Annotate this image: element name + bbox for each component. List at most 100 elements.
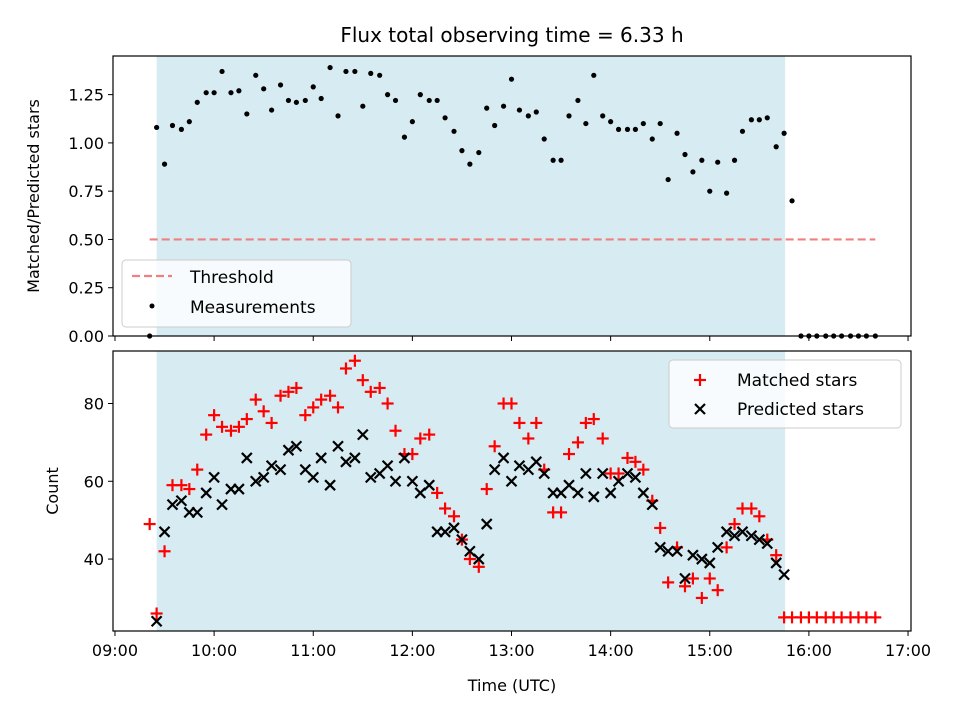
measurement-point xyxy=(665,176,671,183)
measurement-point xyxy=(203,90,209,96)
measurement-point xyxy=(550,157,556,163)
measurement-point xyxy=(401,134,408,140)
predicted-marker-b xyxy=(488,463,501,476)
predicted-marker-b xyxy=(307,471,320,484)
predicted-marker-b xyxy=(216,498,228,511)
predicted-marker-b xyxy=(191,506,204,519)
top-x-ticks xyxy=(114,336,909,341)
measurement-point xyxy=(715,159,721,165)
predicted-star-marker xyxy=(596,467,609,480)
measurement-point xyxy=(591,72,597,78)
measurement-point xyxy=(516,107,523,113)
measurement-point xyxy=(707,188,713,194)
matched-star-marker xyxy=(513,416,526,429)
matched-legend-label: Matched stars xyxy=(737,371,857,391)
matched-star-marker xyxy=(348,354,361,367)
bottom-legend: Matched stars Predicted stars xyxy=(668,359,902,429)
predicted-marker-b xyxy=(241,452,253,464)
matched-star-marker xyxy=(472,560,485,573)
predicted-legend-swatch xyxy=(694,403,706,415)
threshold-legend-label: Threshold xyxy=(189,268,274,288)
x-tick-label: 13:00 xyxy=(488,641,534,660)
predicted-star-marker xyxy=(580,467,592,480)
measurement-point xyxy=(343,68,349,75)
predicted-star-marker xyxy=(233,483,245,495)
predicted-marker-b xyxy=(497,452,510,464)
matched-star-marker xyxy=(463,553,476,566)
predicted-marker-b xyxy=(158,526,171,538)
predicted-star-marker xyxy=(753,533,766,546)
matched-star-marker xyxy=(563,448,575,461)
predicted-marker-b xyxy=(696,553,708,565)
measurement-point xyxy=(211,90,217,96)
measurement-point xyxy=(533,109,539,115)
bottom-y-tick-label: 80 xyxy=(84,395,104,414)
predicted-star-marker xyxy=(654,541,666,554)
matched-star-marker xyxy=(621,451,634,464)
measurement-point xyxy=(161,161,168,167)
predicted-marker-b xyxy=(720,526,733,538)
predicted-star-marker xyxy=(572,487,584,499)
predicted-marker-b xyxy=(480,518,493,530)
predicted-star-marker xyxy=(464,545,476,558)
predicted-star-marker xyxy=(662,545,674,558)
predicted-marker-b xyxy=(357,428,369,441)
matched-star-marker xyxy=(356,374,369,387)
predicted-star-marker xyxy=(728,529,741,542)
predicted-marker-b xyxy=(753,533,766,546)
predicted-star-marker xyxy=(249,475,262,488)
matched-star-marker xyxy=(339,362,352,375)
matched-star-marker xyxy=(753,510,766,523)
top-y-tick-label: 1.25 xyxy=(68,86,104,105)
bottom-y-axis-label: Count xyxy=(43,467,62,515)
measurement-point xyxy=(558,157,564,163)
predicted-star-marker xyxy=(530,456,543,468)
matched-star-marker xyxy=(299,409,312,422)
predicted-marker-b xyxy=(654,541,666,554)
matched-star-marker xyxy=(703,572,716,585)
measurement-point xyxy=(442,115,448,121)
predicted-marker-b xyxy=(257,471,270,484)
predicted-marker-b xyxy=(398,452,411,464)
predicted-star-marker xyxy=(736,526,749,538)
measurement-point xyxy=(657,120,663,127)
measurement-point xyxy=(310,84,316,90)
matched-star-marker xyxy=(324,389,337,402)
measurement-point xyxy=(261,86,267,92)
top-panel: Flux total observing time = 6.33 h 0.000… xyxy=(24,23,912,346)
predicted-star-marker xyxy=(257,471,270,484)
predicted-marker-b xyxy=(563,479,575,491)
predicted-marker-b xyxy=(265,459,278,472)
measurement-point xyxy=(293,99,299,105)
predicted-star-marker xyxy=(423,479,436,491)
predicted-star-marker xyxy=(364,471,377,484)
x-tick-label: 09:00 xyxy=(92,641,138,660)
predicted-star-marker xyxy=(381,459,394,472)
measurement-point xyxy=(285,97,292,104)
measurement-point xyxy=(467,161,473,167)
measurement-point xyxy=(417,92,423,98)
predicted-star-marker xyxy=(456,533,468,546)
matched-star-marker xyxy=(720,541,733,554)
predicted-star-marker xyxy=(745,529,758,542)
predicted-star-marker xyxy=(191,506,204,519)
predicted-star-marker xyxy=(216,498,228,511)
matched-star-marker xyxy=(200,428,213,441)
measurement-point xyxy=(756,117,762,123)
measurement-point xyxy=(169,122,176,129)
measurement-point xyxy=(476,149,482,156)
predicted-marker-b xyxy=(208,471,220,484)
bottom-legend-box xyxy=(668,359,902,429)
predicted-marker-b xyxy=(324,479,336,491)
measurement-point xyxy=(600,113,606,119)
predicted-marker-b xyxy=(711,541,724,554)
measurement-point xyxy=(764,115,770,121)
matched-star-marker xyxy=(257,405,270,418)
matched-star-marker xyxy=(208,409,221,422)
predicted-marker-b xyxy=(580,467,592,480)
measurement-point xyxy=(219,68,225,75)
matched-star-marker xyxy=(265,416,278,429)
measurement-point xyxy=(566,113,572,119)
predicted-marker-b xyxy=(249,475,262,488)
predicted-marker-b xyxy=(381,459,394,472)
